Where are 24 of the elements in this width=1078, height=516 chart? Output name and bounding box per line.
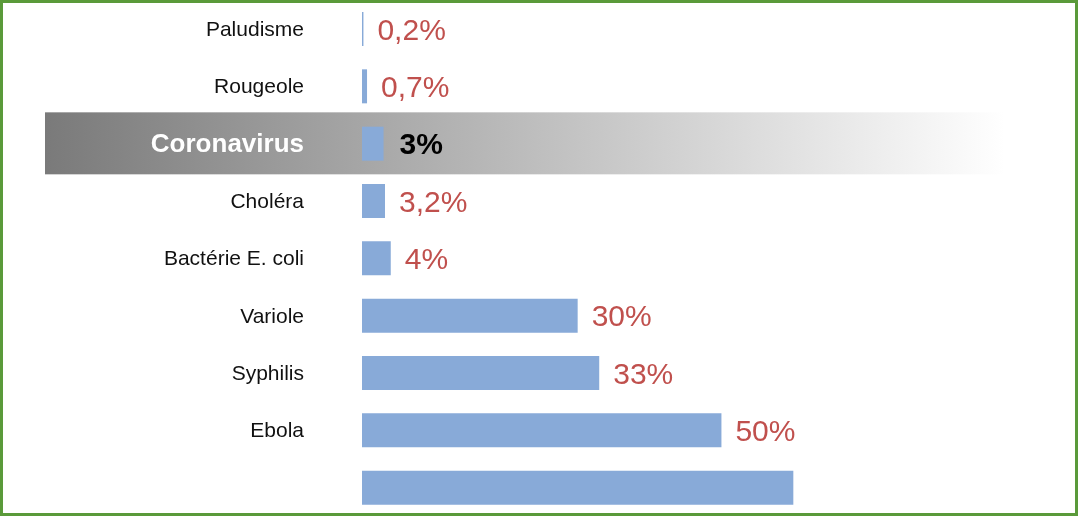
y-tick-label: Variole: [240, 303, 304, 327]
data-label: 3,2%: [399, 184, 468, 218]
bar: [362, 69, 368, 104]
data-label: 33%: [613, 356, 674, 390]
data-label: 50%: [735, 414, 796, 448]
bar: [362, 184, 385, 218]
data-label: 3%: [399, 127, 443, 161]
y-tick-label: Coronavirus: [150, 128, 304, 159]
bar: [362, 298, 578, 333]
y-tick-label: Choléra: [230, 189, 305, 213]
bar: [362, 470, 794, 505]
data-label: 30%: [591, 299, 652, 333]
y-tick-label: Syphilis: [231, 361, 304, 385]
y-tick-label: Rougeole: [214, 74, 304, 98]
bar: [362, 356, 600, 390]
y-tick-label: Bactérie E. coli: [163, 246, 304, 270]
y-tick-label: Paludisme: [205, 17, 304, 41]
data-label: 0,2%: [377, 12, 446, 46]
bar: [362, 126, 384, 161]
bar: [362, 413, 722, 448]
data-label: 4%: [404, 242, 449, 276]
y-tick-label: Ebola: [250, 418, 305, 442]
bar: [362, 241, 391, 276]
data-label: 0,7%: [381, 70, 450, 104]
